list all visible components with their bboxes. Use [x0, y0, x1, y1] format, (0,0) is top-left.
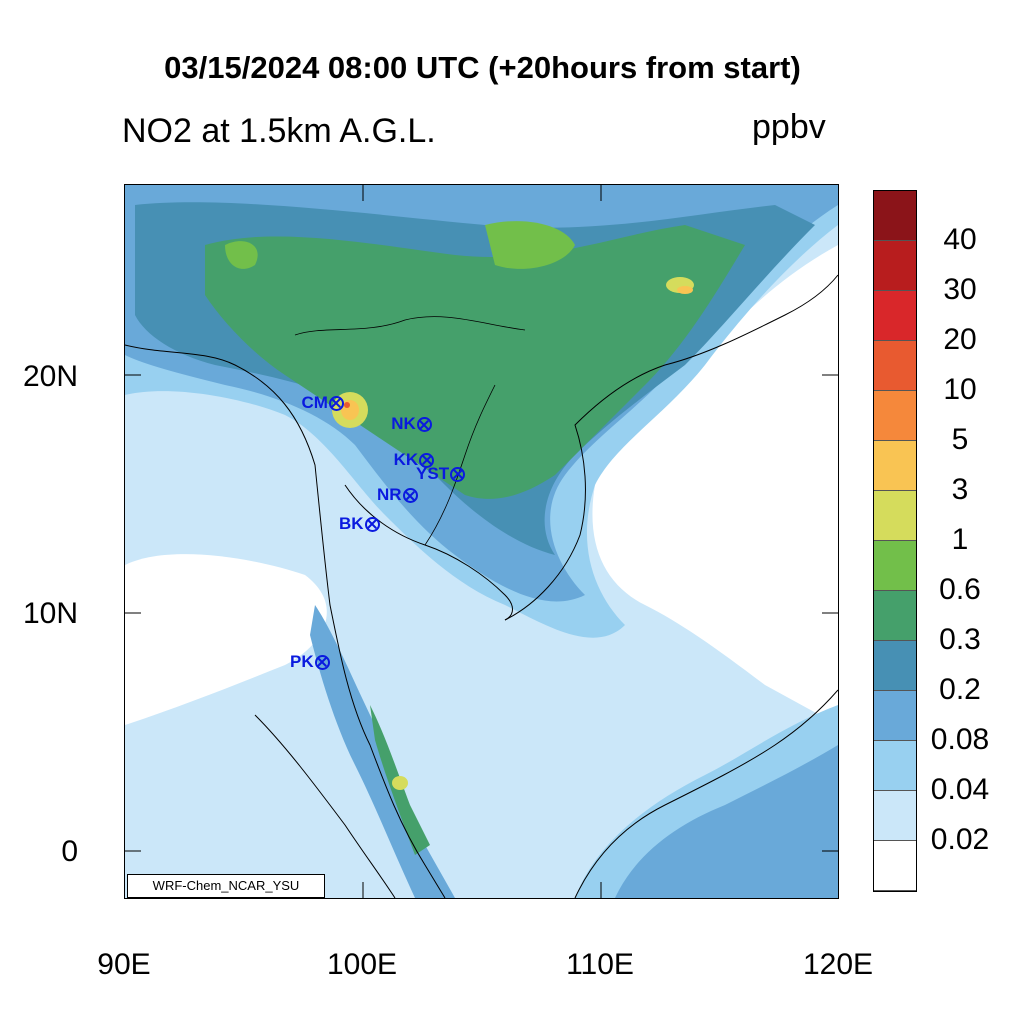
- station-symbol-icon: [416, 417, 432, 433]
- station-symbol-icon: [402, 488, 418, 504]
- colorbar-tick-label: 30: [943, 273, 977, 306]
- colorbar-swatch: [874, 191, 916, 241]
- station-marker: YST: [416, 463, 466, 483]
- field-subtitle: NO2 at 1.5km A.G.L.: [122, 112, 436, 150]
- station-marker: PK: [290, 653, 330, 670]
- colorbar-swatch: [874, 591, 916, 641]
- colorbar-tick-label: 20: [943, 323, 977, 356]
- colorbar-tick-label: 0.08: [930, 723, 990, 756]
- colorbar-swatch: [874, 541, 916, 591]
- station-label: PK: [290, 651, 314, 671]
- colorbar-tick-label: 5: [951, 423, 969, 456]
- colorbar-tick-label: 0.02: [930, 823, 990, 856]
- station-label: YST: [416, 463, 450, 483]
- x-tick-label: 120E: [802, 948, 874, 981]
- units-label: ppbv: [752, 108, 826, 146]
- y-tick-label: 0: [61, 835, 78, 868]
- station-marker: NR: [377, 485, 418, 505]
- x-tick-label: 90E: [97, 948, 151, 981]
- x-tick-label: 100E: [326, 948, 398, 981]
- colorbar-tick-label: 0.04: [930, 773, 990, 806]
- colorbar-swatch: [874, 741, 916, 791]
- y-tick-label: 20N: [22, 360, 78, 393]
- colorbar-tick-label: 0.2: [939, 673, 981, 706]
- station-label: BK: [338, 513, 364, 533]
- station-marker: BK: [339, 515, 380, 532]
- station-marker: NK: [391, 414, 432, 434]
- colorbar-tick-label: 3: [951, 473, 969, 506]
- station-symbol-icon: [419, 452, 435, 468]
- colorbar-swatch: [874, 691, 916, 741]
- colorbar-swatch: [874, 441, 916, 491]
- colorbar: [873, 190, 917, 892]
- colorbar-swatch: [874, 291, 916, 341]
- station-label: NR: [377, 485, 402, 505]
- station-symbol-icon: [364, 516, 380, 532]
- colorbar-swatch: [874, 491, 916, 541]
- station-marker: CM: [301, 392, 344, 412]
- station-label: KK: [393, 449, 419, 469]
- map-plot-area: WRF-Chem_NCAR_YSU: [124, 184, 839, 899]
- colorbar-swatch: [874, 641, 916, 691]
- colorbar-swatch: [874, 841, 916, 891]
- station-label: CM: [301, 392, 328, 412]
- station-symbol-icon: [328, 395, 344, 411]
- colorbar-swatch: [874, 341, 916, 391]
- colorbar-swatch: [874, 791, 916, 841]
- station-label: NK: [391, 414, 416, 434]
- colorbar-tick-label: 0.3: [939, 623, 981, 656]
- station-symbol-icon: [450, 466, 466, 482]
- x-tick-label: 110E: [566, 948, 634, 981]
- colorbar-tick-label: 40: [943, 223, 977, 256]
- station-symbol-icon: [314, 654, 330, 670]
- no2-concentration-map: [125, 185, 838, 898]
- colorbar-tick-label: 0.6: [939, 573, 981, 606]
- colorbar-swatch: [874, 241, 916, 291]
- colorbar-tick-label: 10: [943, 373, 977, 406]
- map-title: 03/15/2024 08:00 UTC (+20hours from star…: [164, 50, 801, 85]
- colorbar-tick-label: 1: [951, 523, 969, 556]
- station-marker: KK: [394, 451, 435, 468]
- model-credit-label: WRF-Chem_NCAR_YSU: [127, 874, 325, 898]
- colorbar-swatch: [874, 391, 916, 441]
- y-tick-label: 10N: [22, 597, 78, 630]
